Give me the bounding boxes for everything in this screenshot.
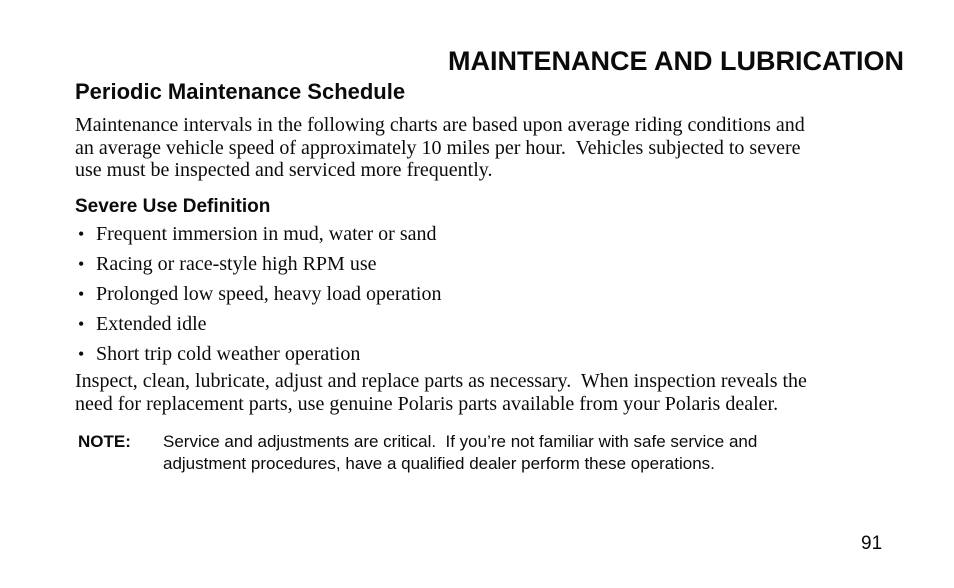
bullet-icon: • xyxy=(78,344,85,364)
list-item: • Prolonged low speed, heavy load operat… xyxy=(78,279,904,309)
intro-paragraph: Maintenance intervals in the following c… xyxy=(75,114,805,181)
bullet-icon: • xyxy=(78,224,85,244)
list-item-text: Extended idle xyxy=(96,313,207,335)
list-item: • Short trip cold weather operation xyxy=(78,339,904,369)
list-item: • Racing or race-style high RPM use xyxy=(78,249,904,279)
list-item: • Extended idle xyxy=(78,309,904,339)
inspect-paragraph: Inspect, clean, lubricate, adjust and re… xyxy=(75,370,807,415)
page-number: 91 xyxy=(861,533,883,554)
bullet-icon: • xyxy=(78,254,85,274)
severe-use-list: • Frequent immersion in mud, water or sa… xyxy=(78,219,904,369)
severe-use-heading: Severe Use Definition xyxy=(75,196,271,217)
note-text: Service and adjustments are critical. If… xyxy=(163,432,758,473)
section-heading: Periodic Maintenance Schedule xyxy=(75,79,406,104)
list-item-text: Prolonged low speed, heavy load operatio… xyxy=(96,283,442,305)
list-item-text: Short trip cold weather operation xyxy=(96,343,361,365)
bullet-icon: • xyxy=(78,314,85,334)
note-block: NOTE: Service and adjustments are critic… xyxy=(78,431,904,475)
list-item-text: Racing or race-style high RPM use xyxy=(96,253,377,275)
chapter-title: MAINTENANCE AND LUBRICATION xyxy=(448,46,904,76)
list-item: • Frequent immersion in mud, water or sa… xyxy=(78,219,904,249)
note-label: NOTE: xyxy=(78,432,131,451)
list-item-text: Frequent immersion in mud, water or sand xyxy=(96,223,437,245)
bullet-icon: • xyxy=(78,284,85,304)
